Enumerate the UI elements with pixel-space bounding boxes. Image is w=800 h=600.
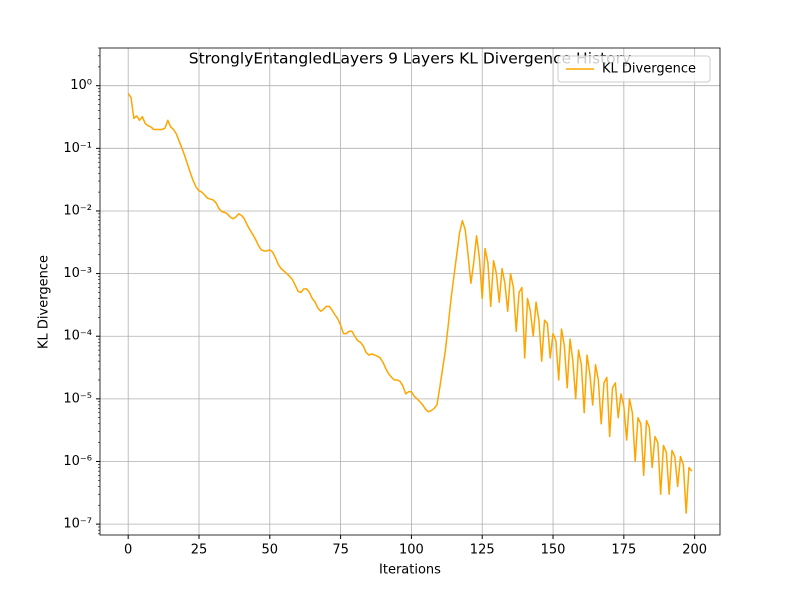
x-tick-label: 25 — [191, 543, 208, 558]
x-tick-label: 200 — [682, 543, 707, 558]
y-axis-label: KL Divergence — [37, 255, 52, 349]
y-tick-label: 10⁻¹ — [63, 141, 92, 156]
legend-box — [557, 55, 711, 83]
x-tick-label: 75 — [332, 543, 349, 558]
x-tick-label: 175 — [611, 543, 636, 558]
y-tick-label: 10⁻⁴ — [63, 329, 92, 344]
y-tick-label: 10⁻⁵ — [63, 391, 92, 406]
data-line — [127, 93, 693, 514]
legend-label: KL Divergence — [602, 62, 696, 77]
x-tick-label: 0 — [124, 543, 132, 558]
y-tick-label: 10⁻² — [63, 203, 92, 218]
chart-title: StronglyEntangledLayers 9 Layers KL Dive… — [189, 50, 631, 68]
y-tick-label: 10⁻³ — [63, 266, 92, 281]
x-tick-label: 125 — [470, 543, 495, 558]
y-tick-label: 10⁰ — [70, 78, 92, 93]
x-tick-label: 100 — [399, 543, 424, 558]
x-tick-label: 50 — [262, 543, 279, 558]
axes-frame — [99, 47, 721, 536]
y-tick-label: 10⁻⁶ — [63, 454, 92, 469]
x-axis-label: Iterations — [379, 563, 441, 578]
x-tick-label: 150 — [541, 543, 566, 558]
y-tick-label: 10⁻⁷ — [63, 517, 92, 532]
